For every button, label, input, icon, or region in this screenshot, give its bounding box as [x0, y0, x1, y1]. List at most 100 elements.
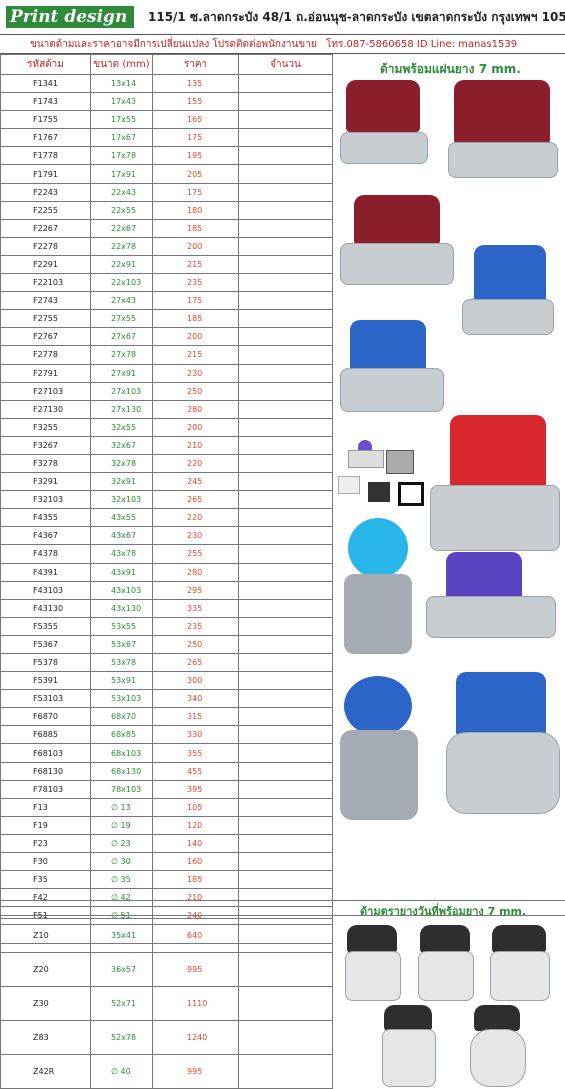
size-cell: 53x103	[90, 689, 153, 709]
qty-cell[interactable]	[238, 779, 333, 799]
size-cell: 13x14	[90, 73, 153, 94]
qty-cell[interactable]	[238, 363, 333, 383]
qty-cell[interactable]	[238, 544, 333, 564]
qty-cell[interactable]	[238, 815, 333, 835]
size-cell: 17x43	[90, 92, 153, 112]
table-row: F1791 17x91 205	[0, 164, 333, 184]
qty-cell[interactable]	[238, 707, 333, 727]
qty-cell[interactable]	[238, 508, 333, 528]
col-header-price: ราคา	[152, 54, 239, 75]
qty-cell[interactable]	[238, 490, 333, 510]
qty-cell[interactable]	[238, 918, 333, 953]
qty-cell[interactable]	[238, 616, 333, 636]
size-cell: 78x103	[90, 779, 153, 799]
qty-cell[interactable]	[238, 182, 333, 202]
table-row: F35 ∅ 35 185	[0, 870, 333, 890]
qty-cell[interactable]	[238, 598, 333, 618]
qty-cell[interactable]	[238, 580, 333, 600]
price-cell: 120	[152, 815, 239, 835]
qty-cell[interactable]	[238, 562, 333, 582]
table-row: F2778 27x78 215	[0, 345, 333, 365]
qty-cell[interactable]	[238, 435, 333, 455]
table-row: Z42R ∅ 40 995	[0, 1054, 333, 1089]
size-cell: 35x41	[90, 918, 153, 953]
table-row: F2291 22x91 215	[0, 254, 333, 275]
size-cell: 17x78	[90, 146, 153, 166]
qty-cell[interactable]	[238, 689, 333, 709]
qty-cell[interactable]	[238, 399, 333, 419]
qty-cell[interactable]	[238, 761, 333, 781]
qty-cell[interactable]	[238, 309, 333, 329]
qty-cell[interactable]	[238, 797, 333, 817]
qty-cell[interactable]	[238, 218, 333, 238]
table-row: F68130 68x130 455	[0, 761, 333, 781]
column-divider	[332, 54, 333, 1089]
code-cell: F3255	[0, 417, 91, 437]
qty-cell[interactable]	[238, 164, 333, 184]
size-cell: 52x71	[90, 986, 153, 1021]
size-cell: 53x78	[90, 652, 153, 673]
qty-cell[interactable]	[238, 671, 333, 691]
code-cell: F2255	[0, 200, 91, 220]
qty-cell[interactable]	[238, 73, 333, 94]
size-cell: 17x55	[90, 110, 153, 130]
stamp-section-title: ด้ามพร้อมแผ่นยาง 7 mm.	[380, 62, 521, 76]
qty-cell[interactable]	[238, 453, 333, 474]
qty-cell[interactable]	[238, 345, 333, 365]
contact-info: โทร.087-5860658 ID Line: manas1539	[326, 39, 518, 50]
size-cell: 43x91	[90, 562, 153, 582]
size-cell: 53x67	[90, 634, 153, 655]
table-row: F2255 22x55 180	[0, 200, 333, 220]
qty-cell[interactable]	[238, 417, 333, 437]
qty-cell[interactable]	[238, 852, 333, 872]
qty-cell[interactable]	[238, 273, 333, 293]
table-row: F4378 43x78 255	[0, 544, 333, 564]
size-cell: 22x67	[90, 218, 153, 238]
qty-cell[interactable]	[238, 92, 333, 112]
size-cell: ∅ 23	[90, 833, 153, 854]
qty-cell[interactable]	[238, 472, 333, 492]
table-row: F1767 17x67 175	[0, 128, 333, 148]
col-header-code: รหัสด้าม	[0, 54, 91, 75]
table-row: Z20 36x57 995	[0, 952, 333, 987]
qty-cell[interactable]	[238, 952, 333, 987]
code-cell: F22103	[0, 273, 91, 293]
qty-cell[interactable]	[238, 254, 333, 275]
size-cell: 32x91	[90, 472, 153, 492]
qty-cell[interactable]	[238, 146, 333, 166]
table-row: F2791 27x91 230	[0, 363, 333, 383]
qty-cell[interactable]	[238, 526, 333, 546]
price-cell: 330	[152, 725, 239, 745]
qty-cell[interactable]	[238, 870, 333, 890]
qty-cell[interactable]	[238, 833, 333, 854]
qty-cell[interactable]	[238, 743, 333, 763]
table-row: F53103 53x103 340	[0, 689, 333, 709]
qty-cell[interactable]	[238, 725, 333, 745]
qty-cell[interactable]	[238, 200, 333, 220]
code-cell: F3291	[0, 472, 91, 492]
qty-cell[interactable]	[238, 1020, 333, 1055]
qty-cell[interactable]	[238, 381, 333, 401]
qty-cell[interactable]	[238, 1054, 333, 1089]
qty-cell[interactable]	[238, 986, 333, 1021]
price-change-note: ขนาดด้ามและราคาอาจมีการเปลี่ยนแปลง โปรดต…	[30, 39, 317, 50]
qty-cell[interactable]	[238, 236, 333, 256]
code-cell: F1755	[0, 110, 91, 130]
qty-cell[interactable]	[238, 128, 333, 148]
qty-cell[interactable]	[238, 634, 333, 655]
price-cell: 155	[152, 92, 239, 112]
qty-cell[interactable]	[238, 110, 333, 130]
size-cell: 17x67	[90, 128, 153, 148]
qty-cell[interactable]	[238, 327, 333, 347]
qty-cell[interactable]	[238, 291, 333, 311]
code-cell: F4367	[0, 526, 91, 546]
code-cell: F5367	[0, 634, 91, 655]
qty-cell[interactable]	[238, 652, 333, 673]
code-cell: F2778	[0, 345, 91, 365]
price-cell: 265	[152, 652, 239, 673]
table-row: F42 ∅ 42 210	[0, 888, 333, 908]
address-text: 115/1 ซ.ลาดกระบัง 48/1 ถ.อ่อนนุช-ลาดกระบ…	[148, 10, 565, 24]
page-header: Print design 115/1 ซ.ลาดกระบัง 48/1 ถ.อ่…	[0, 0, 565, 34]
table-row: F4391 43x91 280	[0, 562, 333, 582]
size-cell: 36x57	[90, 952, 153, 987]
